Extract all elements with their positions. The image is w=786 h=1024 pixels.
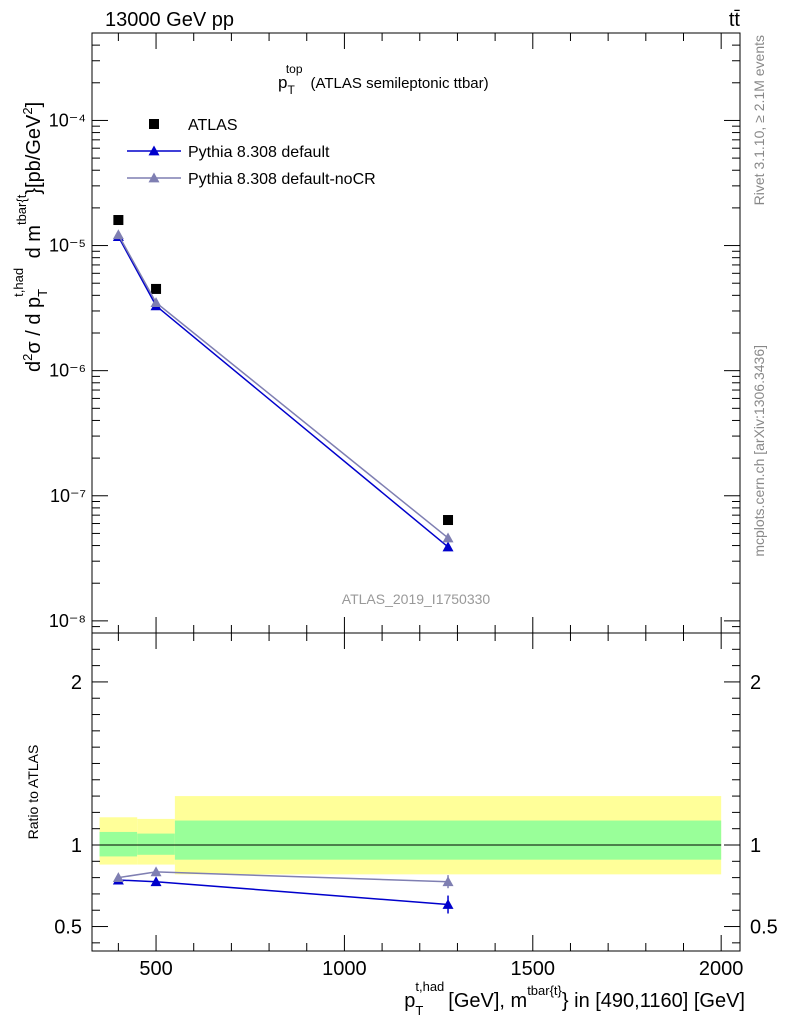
ratio-plot-frame xyxy=(91,632,741,952)
xlabel-sup2: tbar{t} xyxy=(527,983,562,998)
ylabel-d2: d xyxy=(23,361,45,372)
ylabel-2: 2 xyxy=(20,354,35,361)
ylabel-T: T xyxy=(35,289,50,297)
header-right: tt̄ xyxy=(729,9,741,31)
data-point xyxy=(112,229,124,240)
xlabel-rest: } in [490,1160] [GeV] xyxy=(562,990,745,1012)
ratio-point xyxy=(442,899,454,909)
ylabel-thad: t,had xyxy=(11,268,26,297)
legend-marker xyxy=(148,145,160,156)
ylabel-tbar: tbar{t xyxy=(14,194,29,225)
ratio-xlabel: pTt,had [GeV], mtbar{t}} in [490,1160] [G… xyxy=(404,979,745,1018)
rivet-label: Rivet 3.1.10, ≥ 2.1M events xyxy=(751,35,767,205)
xlabel-sup: t,had xyxy=(415,979,444,994)
data-point xyxy=(113,215,124,226)
main-title-rest: (ATLAS semileptonic ttbar) xyxy=(311,75,489,92)
ratio-tick-labels: 0.5 0.5 1 1 2 2 500 1000 1500 2000 xyxy=(54,672,778,980)
main-ytick-label: 10⁻⁷ xyxy=(50,486,86,506)
ratio-series-line xyxy=(118,879,449,906)
mcplots-label: mcplots.cern.ch [arXiv:1306.3436] xyxy=(751,345,767,557)
legend-marker xyxy=(149,119,159,129)
main-title: pTtop (ATLAS semileptonic ttbar) xyxy=(278,62,489,97)
ratio-point xyxy=(150,876,162,887)
data-point xyxy=(151,283,162,294)
legend-label: Pythia 8.308 default-noCR xyxy=(188,171,376,188)
main-tick-labels: 10⁻⁸ 10⁻⁷ 10⁻⁶ 10⁻⁵ 10⁻⁴ xyxy=(49,110,86,630)
main-ytick-label: 10⁻⁵ xyxy=(49,236,86,256)
ylabel-close: ] xyxy=(23,102,45,108)
ratio-point xyxy=(112,872,124,883)
ylabel-unit: }[pb/GeV xyxy=(23,114,45,195)
main-plot: 10⁻⁸ 10⁻⁷ 10⁻⁶ 10⁻⁵ 10⁻⁴ pTtop (ATLAS semilep… xyxy=(49,32,741,634)
legend-label: ATLAS xyxy=(188,117,238,134)
ratio-plot: 0.5 0.5 1 1 2 2 500 1000 1500 2000 xyxy=(54,632,778,980)
ylabel-sigma: σ / d p xyxy=(23,297,45,354)
main-ytick-label: 10⁻⁴ xyxy=(49,110,86,130)
ratio-series-1 xyxy=(112,866,454,889)
data-point xyxy=(443,515,454,526)
main-title-sub: T xyxy=(287,83,295,97)
ratio-point xyxy=(150,866,162,877)
main-ytick-label: 10⁻⁸ xyxy=(49,611,86,631)
ratio-ytick-label: 0.5 xyxy=(54,917,82,939)
xlabel-p: p xyxy=(404,990,415,1012)
band-inner xyxy=(174,820,722,860)
band-inner xyxy=(137,833,175,855)
main-series-0 xyxy=(113,215,454,526)
main-ticks xyxy=(92,32,740,634)
main-series xyxy=(112,215,454,552)
ratio-xtick-label: 1500 xyxy=(511,958,556,980)
ratio-ytick-label-right: 0.5 xyxy=(750,917,778,939)
ratio-xtick-label: 500 xyxy=(139,958,172,980)
main-series-2 xyxy=(112,229,454,543)
ratio-ytick-label-right: 2 xyxy=(750,672,761,694)
ratio-ytick-label: 1 xyxy=(71,835,82,857)
xlabel-sub: T xyxy=(415,1003,423,1018)
main-ytick-label: 10⁻⁶ xyxy=(49,361,86,381)
xlabel-mid: [GeV], m xyxy=(448,990,527,1012)
ratio-ticks xyxy=(92,633,740,951)
data-point xyxy=(150,297,162,307)
ratio-bands xyxy=(99,796,722,875)
ratio-xtick-label: 2000 xyxy=(699,958,744,980)
legend: ATLAS Pythia 8.308 default Pythia 8.308 de… xyxy=(127,117,376,188)
ratio-point xyxy=(442,876,454,887)
ylabel-unit-2: 2 xyxy=(20,107,35,114)
ratio-series xyxy=(112,866,454,914)
ratio-ylabel: Ratio to ATLAS xyxy=(25,745,41,840)
band-inner xyxy=(99,831,138,857)
main-series-line xyxy=(117,236,449,548)
data-point xyxy=(442,541,454,552)
legend-marker xyxy=(148,172,160,183)
ratio-ytick-label-right: 1 xyxy=(750,835,761,857)
legend-label: Pythia 8.308 default xyxy=(188,144,330,161)
main-series-1 xyxy=(112,231,454,552)
ratio-xtick-label: 1000 xyxy=(322,958,367,980)
data-point xyxy=(442,532,454,543)
ylabel-dm: d m xyxy=(23,225,45,264)
header-left: 13000 GeV pp xyxy=(105,9,234,31)
watermark: ATLAS_2019_I1750330 xyxy=(342,591,491,607)
main-title-sup: top xyxy=(286,62,303,76)
ratio-ytick-label: 2 xyxy=(71,672,82,694)
main-series-line xyxy=(117,234,449,539)
main-title-p: p xyxy=(278,73,287,92)
main-ylabel: d2σ / d pTt,had d mtbar{t}[pb/GeV2] xyxy=(11,102,50,372)
